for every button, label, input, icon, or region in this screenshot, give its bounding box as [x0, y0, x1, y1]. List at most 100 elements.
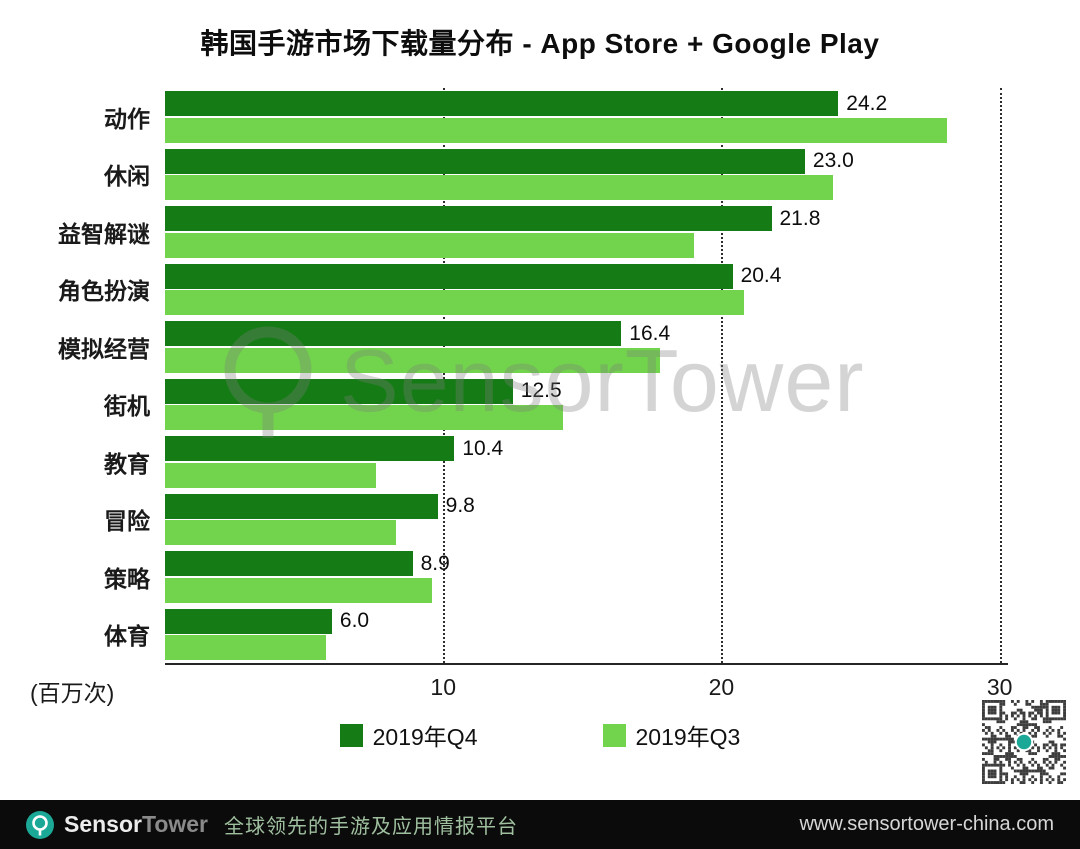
chart-row: 冒险 9.8	[0, 491, 1008, 549]
bar-line-q4: 24.2	[165, 91, 1008, 116]
footer-brand-tower: Tower	[141, 811, 209, 837]
legend-swatch	[339, 723, 363, 747]
axis-ticks: 10 20 30	[165, 672, 1012, 708]
gridline-10	[443, 88, 446, 663]
bar-value-label: 23.0	[812, 149, 854, 172]
bar-line-q4: 16.4	[165, 321, 1008, 346]
axis-unit-label: (百万次)	[30, 680, 115, 706]
bar-2019q4	[165, 263, 733, 289]
bar-line-q4: 20.4	[165, 263, 1008, 289]
bar-pair: 16.4	[165, 320, 1008, 375]
bar-pair: 6.0	[165, 607, 1008, 662]
bar-pair: 21.8	[165, 205, 1008, 260]
category-label: 动作	[104, 105, 150, 132]
bar-2019q4	[165, 608, 332, 634]
legend-swatch	[602, 723, 626, 747]
sensortower-logo-icon	[26, 810, 54, 839]
bar-line-q3	[165, 462, 1008, 488]
gridline-20	[721, 88, 724, 663]
bar-line-q3	[165, 175, 1008, 200]
category-label: 街机	[104, 393, 150, 420]
bar-pair: 10.4	[165, 435, 1008, 490]
footer-brand: SensorTower	[64, 811, 208, 838]
bar-pair: 8.9	[165, 550, 1008, 605]
category-label: 教育	[104, 450, 150, 477]
chart-row: 策略 8.9	[0, 548, 1008, 606]
bar-2019q4	[165, 91, 839, 116]
chart-row: 动作 24.2	[0, 88, 1008, 146]
plot-area	[165, 88, 1008, 665]
footer-brand-sensor: Sensor	[64, 811, 142, 837]
bar-2019q3	[165, 232, 694, 258]
bar-line-q4: 9.8	[165, 493, 1008, 519]
bar-value-label: 9.8	[445, 494, 475, 517]
bar-2019q4	[165, 378, 513, 404]
chart-title: 韩国手游市场下载量分布 - App Store + Google Play	[200, 28, 880, 59]
bar-line-q4: 8.9	[165, 551, 1008, 576]
bar-2019q3	[165, 577, 433, 603]
legend-label: 2019年Q4	[372, 724, 478, 750]
bar-2019q3	[165, 290, 744, 315]
bar-2019q4	[165, 436, 455, 461]
bar-line-q4: 12.5	[165, 378, 1008, 404]
footer-tagline: 全球领先的手游及应用情报平台	[224, 816, 519, 838]
gridline-30	[999, 88, 1002, 663]
bar-2019q4	[165, 321, 622, 346]
bar-line-q3	[165, 405, 1008, 430]
bar-2019q3	[165, 520, 396, 545]
bar-line-q3	[165, 520, 1008, 545]
bar-value-label: 10.4	[462, 436, 504, 460]
bar-pair: 12.5	[165, 377, 1008, 432]
bar-value-label: 12.5	[520, 379, 562, 402]
x-tick-label: 30	[986, 674, 1013, 700]
chart-row: 角色扮演 20.4	[0, 261, 1008, 319]
bar-2019q3	[165, 347, 661, 373]
x-tick-label: 20	[708, 674, 735, 700]
category-label: 角色扮演	[58, 278, 150, 305]
bar-2019q3	[165, 462, 377, 488]
legend-item: 2019年Q3	[602, 718, 741, 752]
legend: 2019年Q4 2019年Q3	[0, 718, 1080, 752]
bar-value-label: 20.4	[740, 264, 782, 287]
category-label: 益智解谜	[58, 220, 150, 247]
qr-code	[982, 700, 1066, 784]
bar-line-q3	[165, 635, 1008, 660]
bar-line-q3	[165, 347, 1008, 373]
bar-pair: 9.8	[165, 492, 1008, 547]
bar-value-label: 24.2	[846, 91, 888, 115]
bar-line-q3	[165, 290, 1008, 315]
bar-value-label: 8.9	[420, 551, 450, 575]
category-label: 休闲	[104, 163, 150, 190]
bar-2019q3	[165, 117, 947, 143]
chart-row: 休闲 23.0	[0, 146, 1008, 204]
chart-row: 街机 12.5	[0, 376, 1008, 434]
bar-2019q4	[165, 206, 772, 231]
chart-row: 益智解谜 21.8	[0, 203, 1008, 261]
category-label: 模拟经营	[58, 335, 150, 362]
chart-row: 模拟经营 16.4	[0, 318, 1008, 376]
x-axis: (百万次) 10 20 30	[0, 672, 1080, 708]
bar-pair: 23.0	[165, 147, 1008, 202]
bar-line-q3	[165, 117, 1008, 143]
bar-2019q4	[165, 148, 805, 174]
x-tick-label: 10	[430, 674, 456, 700]
footer-bar: SensorTower 全球领先的手游及应用情报平台 www.sensortow…	[0, 800, 1080, 849]
bar-line-q4: 6.0	[165, 608, 1008, 634]
bar-value-label: 6.0	[339, 609, 370, 632]
bar-line-q3	[165, 232, 1008, 258]
legend-item: 2019年Q4	[339, 718, 478, 752]
category-label: 冒险	[104, 508, 150, 535]
bar-line-q3	[165, 577, 1008, 603]
bar-pair: 24.2	[165, 90, 1008, 145]
bar-chart: 动作 24.2 休闲 23.0 益智解谜 21.8 角色扮演 20.4 模拟经营 16.4 街机 12…	[0, 88, 1080, 665]
bar-line-q4: 23.0	[165, 148, 1008, 174]
chart-rows: 动作 24.2 休闲 23.0 益智解谜 21.8 角色扮演 20.4 模拟经营 16.4 街机 12…	[0, 88, 1008, 663]
category-label: 策略	[104, 565, 150, 592]
bar-line-q4: 21.8	[165, 206, 1008, 231]
bar-2019q4	[165, 493, 438, 519]
bar-value-label: 21.8	[779, 206, 821, 230]
legend-label: 2019年Q3	[635, 724, 741, 750]
bar-line-q4: 10.4	[165, 436, 1008, 461]
bar-2019q4	[165, 551, 413, 576]
